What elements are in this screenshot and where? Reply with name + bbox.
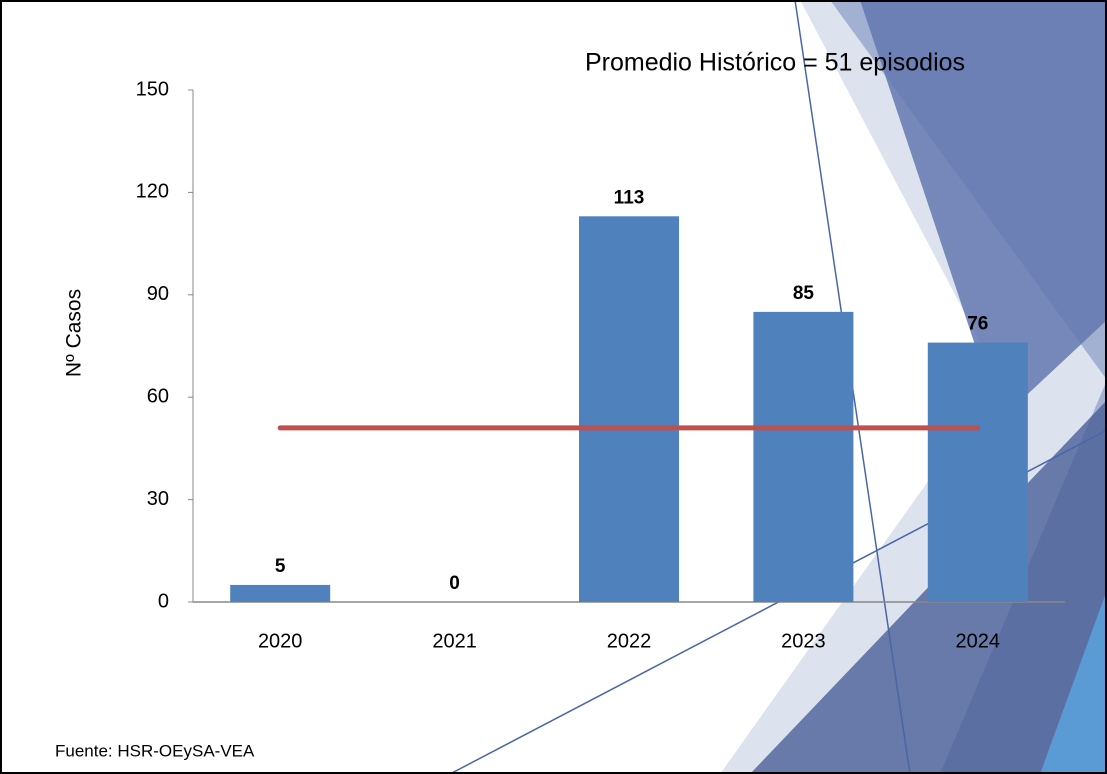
bar xyxy=(927,342,1028,602)
value-label: 0 xyxy=(449,573,460,594)
y-tick-label: 30 xyxy=(147,488,169,510)
annotation: Promedio Histórico = 51 episodios xyxy=(585,49,965,77)
y-tick-label: 120 xyxy=(136,181,169,203)
y-tick-label: 90 xyxy=(147,283,169,305)
source: Fuente: HSR-OEySA-VEA xyxy=(55,741,255,760)
y-axis-label: Nº Casos xyxy=(63,289,86,377)
x-tick-label: 2021 xyxy=(432,630,477,652)
bar xyxy=(230,584,331,602)
x-tick-label: 2022 xyxy=(607,630,652,652)
value-label: 85 xyxy=(793,283,815,304)
decor-shape xyxy=(1040,590,1107,774)
bar xyxy=(753,311,854,602)
bar xyxy=(579,216,679,602)
y-tick-label: 60 xyxy=(147,385,169,407)
y-tick-label: 150 xyxy=(136,78,169,100)
x-tick-label: 2024 xyxy=(956,630,1001,652)
value-label: 76 xyxy=(967,314,988,335)
x-tick-label: 2020 xyxy=(258,630,303,652)
x-tick-label: 2023 xyxy=(781,630,826,652)
y-tick-label: 0 xyxy=(158,590,169,612)
value-label: 113 xyxy=(614,187,645,208)
decor-shape xyxy=(860,0,1107,420)
value-label: 5 xyxy=(275,556,286,577)
